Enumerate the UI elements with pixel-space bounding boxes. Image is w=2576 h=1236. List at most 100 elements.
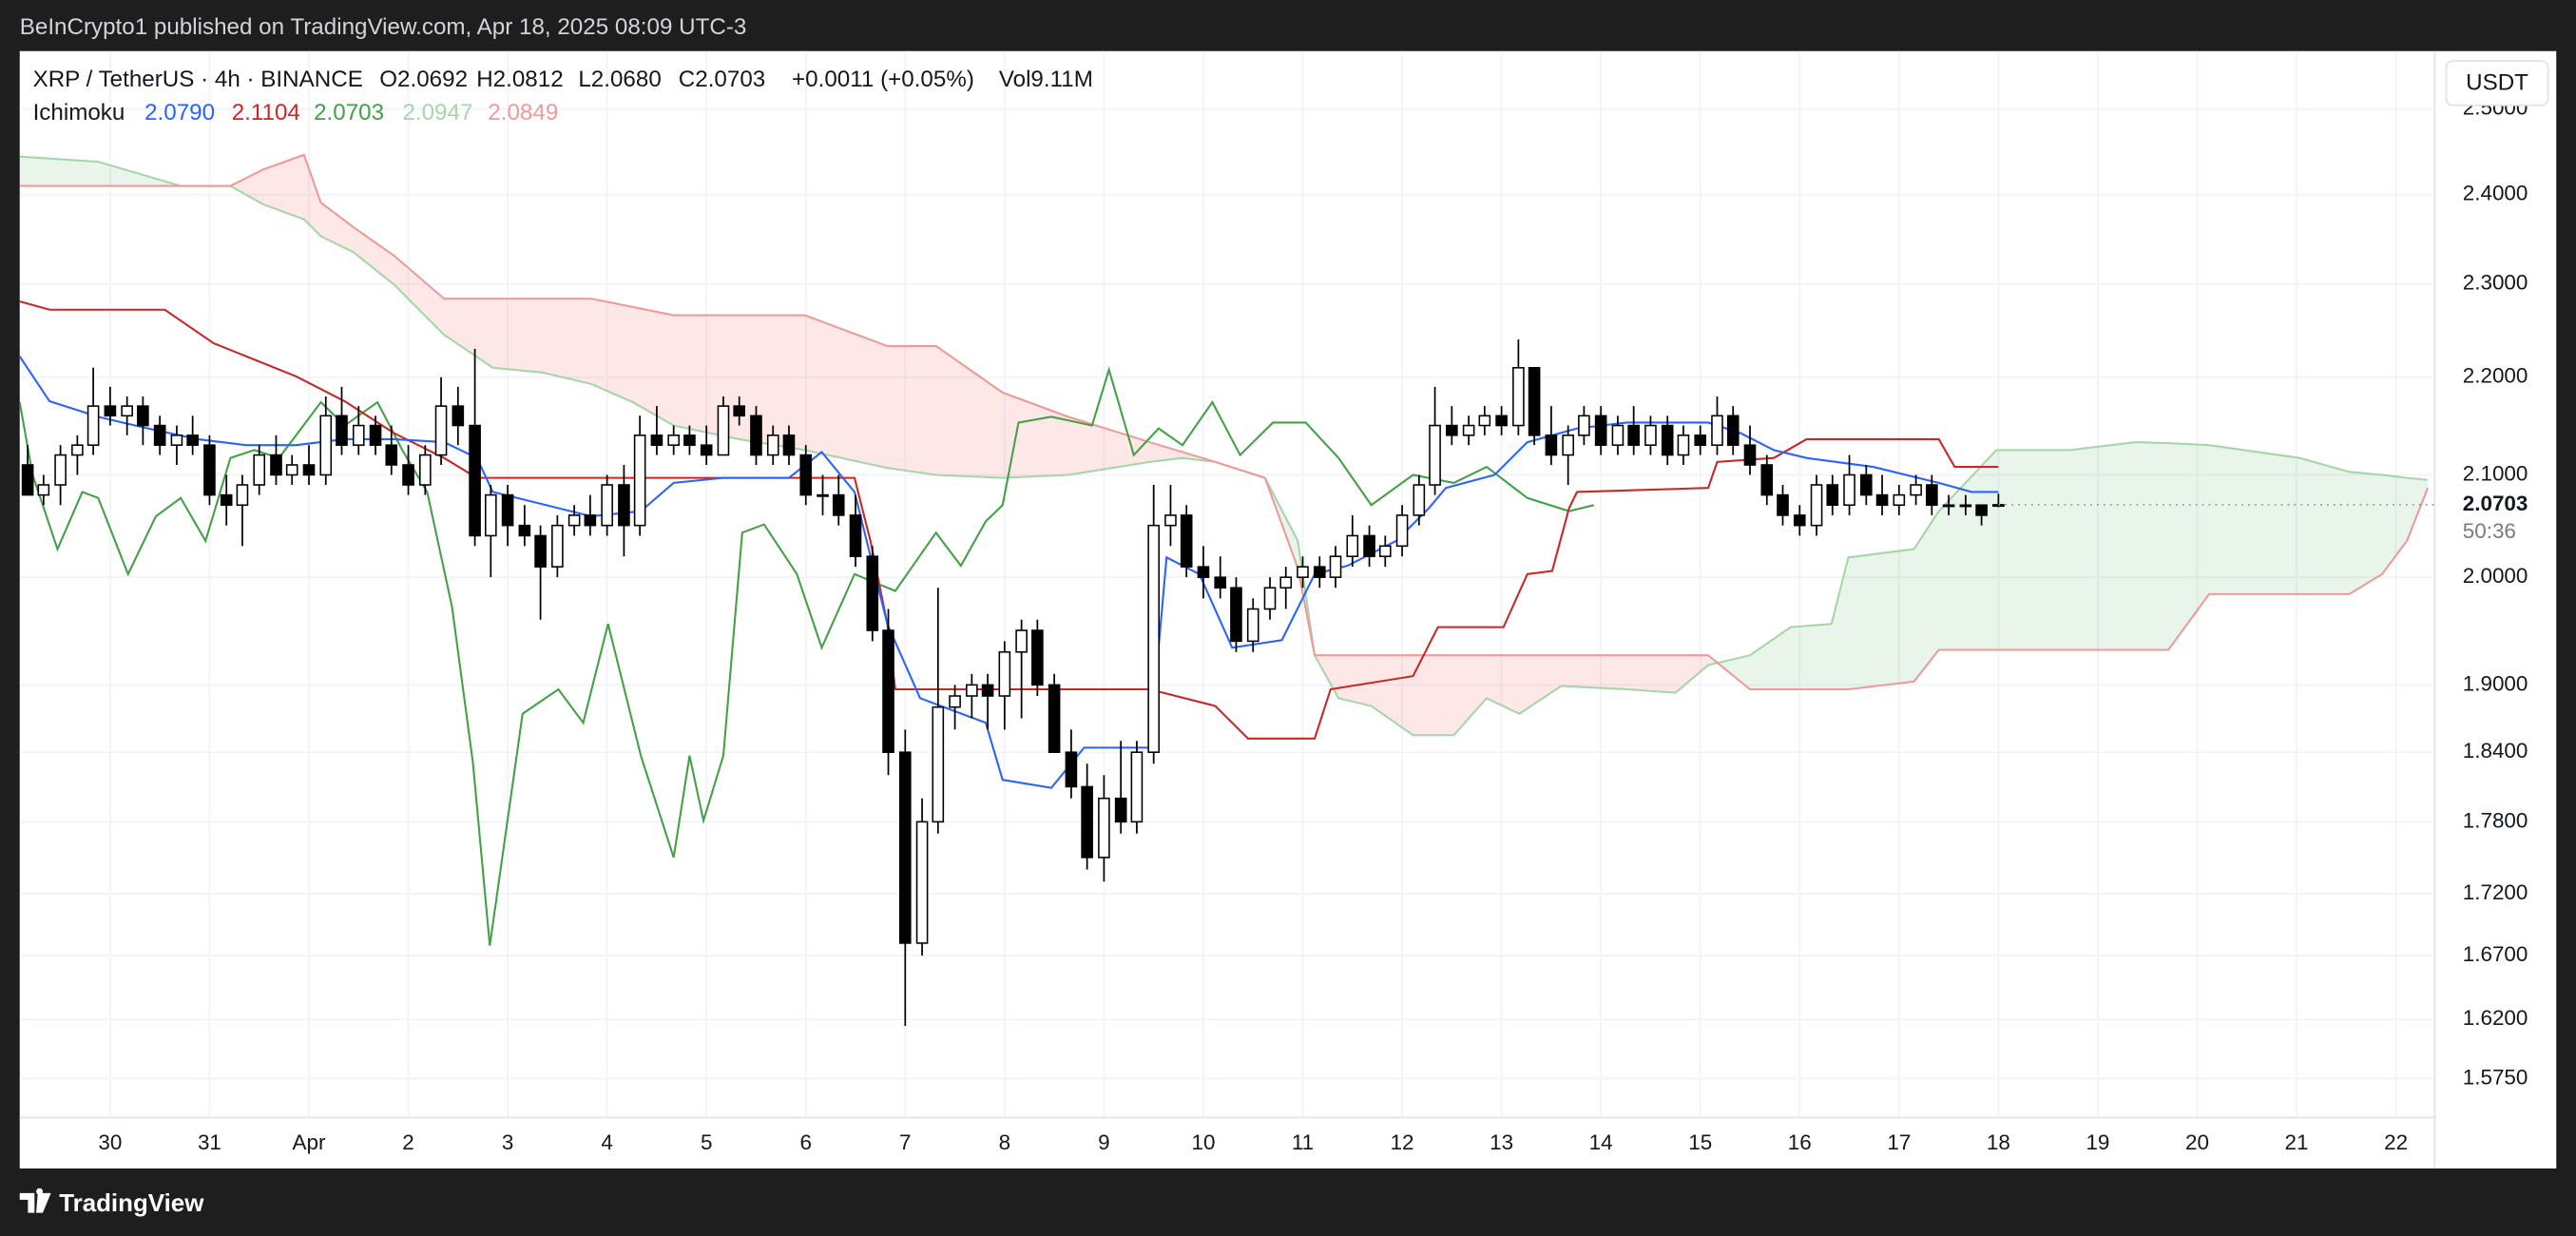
y-tick-label: 1.6200 [2463, 1006, 2528, 1030]
candle-body [434, 405, 448, 456]
cloud-segment [1561, 655, 1627, 690]
candle-body [1826, 484, 1839, 507]
ohlc-value: H2.0812 [476, 67, 563, 92]
candle-body [1478, 415, 1491, 427]
candle-body [1429, 424, 1441, 486]
candle-body [849, 514, 862, 557]
legend-value: 2.0947 [402, 100, 472, 126]
candle-body [1197, 566, 1210, 578]
cloud-segment [804, 315, 888, 469]
price-label-box [2437, 490, 2540, 550]
price-label: 2.0703 [2463, 492, 2528, 515]
symbol-title: XRP / TetherUS · 4h · BINANCE [33, 67, 363, 92]
currency-button[interactable] [2445, 60, 2549, 106]
cloud-segment [2209, 445, 2300, 594]
candle-body [1279, 576, 1293, 589]
candle-body [932, 705, 945, 823]
candle-body [650, 435, 663, 446]
candle-body [1413, 484, 1426, 516]
x-tick-label: 2 [402, 1130, 414, 1154]
cloud-segment [1790, 624, 1832, 690]
footer-brand: TradingView [59, 1190, 204, 1217]
y-tick-label: 1.8400 [2463, 739, 2528, 763]
indicator-legend: 2.0790 2.1104 2.0703 2.0947 2.0849 [144, 100, 558, 126]
cloud-segment [2069, 442, 2136, 650]
lagging-span [19, 366, 1595, 946]
candle-body [203, 444, 216, 496]
cloud-segment [1749, 627, 1791, 690]
ohlc-header: O2.0692 H2.0812 L2.0680 C2.0703 +0.0011 (+0.… [379, 67, 1093, 92]
y-tick-label: 2.3000 [2463, 271, 2528, 295]
cloud-segment [1626, 655, 1676, 693]
x-tick-label: 11 [1292, 1130, 1314, 1154]
candle-body [1114, 797, 1127, 823]
x-tick-label: Apr [293, 1130, 326, 1154]
cloud-segment [1913, 511, 1939, 682]
candle-body [667, 435, 681, 446]
candle-body [319, 415, 333, 476]
candle-body [1297, 566, 1309, 578]
x-tick-label: 12 [1391, 1130, 1414, 1154]
candle-body [882, 629, 894, 753]
candle-body [1726, 415, 1740, 446]
ohlc-value: C2.0703 [679, 67, 765, 92]
candle-body [369, 424, 382, 446]
cloud-segment [1149, 442, 1183, 462]
candle-body [949, 695, 961, 708]
candle-body [733, 405, 746, 417]
base-line [19, 300, 1999, 740]
candle-body [1528, 367, 1541, 436]
cloud-segment [1338, 655, 1372, 706]
cloud-segment [1002, 392, 1068, 478]
footer-logo [19, 1188, 51, 1213]
y-tick-label: 1.9000 [2463, 671, 2528, 695]
cloud-segment [632, 306, 674, 426]
candle-body [1711, 415, 1723, 446]
candle-body [1164, 514, 1177, 527]
candle-body [1661, 424, 1674, 456]
candle-body [866, 555, 879, 631]
y-tick-label: 2.2000 [2463, 364, 2528, 388]
candle-body [21, 464, 34, 496]
cloud-segment [2381, 474, 2408, 574]
candle-body [1644, 424, 1657, 446]
currency-label[interactable]: USDT [2466, 70, 2528, 96]
candle-body [1130, 751, 1144, 823]
candle-body [1329, 555, 1342, 578]
candle-body [799, 454, 813, 496]
candle-body [1942, 504, 1955, 508]
chart-panel [19, 50, 2557, 1168]
x-tick-label: 21 [2285, 1130, 2309, 1154]
candle-body [1395, 514, 1409, 548]
candle-body [336, 415, 348, 446]
x-tick-label: 15 [1688, 1130, 1712, 1154]
axes: 30 31 Apr 2 3 4 5 6 7 8 9 10 11 12 13 14 15 16 17 18 19 20 21 2… [98, 96, 2540, 1154]
candle-body [1743, 444, 1757, 466]
cloud-segment [1996, 450, 2070, 650]
cloud-segment [590, 299, 633, 403]
logo-mark [19, 1188, 51, 1213]
candle-body [898, 751, 912, 944]
candle-body [1015, 629, 1028, 653]
candle-body [1677, 435, 1690, 456]
x-tick-label: 30 [98, 1130, 122, 1154]
cloud-segment [542, 299, 591, 384]
cloud-segment [262, 154, 304, 220]
x-tick-label: 19 [2086, 1130, 2109, 1154]
candle-body [1875, 493, 1889, 507]
ohlc-value: O2.0692 [379, 67, 468, 92]
x-tick-label: 14 [1589, 1130, 1613, 1154]
candle-body [1462, 424, 1475, 436]
candle-body [601, 484, 613, 527]
publish-info: BeInCrypto1 published on TradingView.com… [20, 14, 747, 40]
legend-value: 2.0790 [144, 100, 215, 126]
cloud-segment [230, 169, 263, 204]
candle-body [551, 524, 564, 568]
candle-body [1926, 484, 1938, 507]
candle-body [1246, 608, 1259, 643]
ohlc-value: +0.0011 (+0.05%) [792, 67, 974, 92]
x-tick-label: 6 [799, 1130, 812, 1154]
candle-body [1611, 424, 1624, 446]
candle-body [1627, 424, 1640, 446]
cloud-segment [303, 154, 321, 237]
